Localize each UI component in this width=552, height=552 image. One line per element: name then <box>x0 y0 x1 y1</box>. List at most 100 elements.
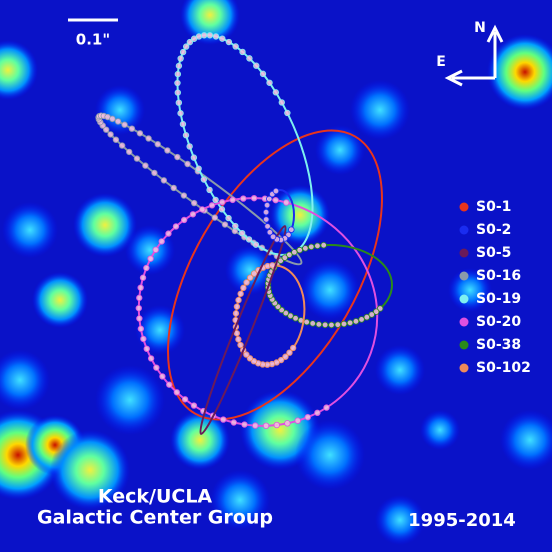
scale-label: 0.1" <box>76 31 110 49</box>
star-blob <box>0 40 38 100</box>
star-blob <box>0 350 50 410</box>
orbit-point <box>281 254 289 261</box>
orbit-point <box>262 209 270 216</box>
orbit-point <box>328 321 335 329</box>
orbit-point <box>246 355 254 362</box>
orbit-point <box>136 315 143 322</box>
orbit-point <box>314 242 321 250</box>
orbit-point <box>232 310 240 317</box>
orbit-point <box>137 284 144 291</box>
star-blob <box>487 34 552 110</box>
orbit-point <box>195 33 203 40</box>
orbit-point <box>177 110 184 117</box>
orbit-point <box>303 318 310 326</box>
orbit-point <box>363 313 371 321</box>
orbit-point <box>230 419 237 426</box>
star-blob <box>180 0 240 45</box>
orbit-point <box>266 195 273 203</box>
orbit-point <box>121 121 128 128</box>
orbit-point <box>252 422 259 429</box>
orbit-point <box>284 420 291 427</box>
orbit-point <box>182 43 190 50</box>
orbit-point <box>308 243 315 251</box>
orbit-point <box>142 162 149 169</box>
orbit-point <box>368 311 375 318</box>
orbit-point <box>272 187 280 195</box>
orbit-point <box>239 48 246 56</box>
orbit-point <box>175 99 183 106</box>
star-blob <box>375 495 425 545</box>
orbit-point <box>266 79 273 86</box>
orbit-point <box>314 409 321 417</box>
orbit-point <box>320 242 327 249</box>
orbit-point <box>233 303 241 310</box>
legend-label: S0-16 <box>476 268 521 284</box>
orbit-point <box>296 246 303 254</box>
orbit-point <box>135 304 142 312</box>
orbit-point <box>177 55 184 62</box>
orbit-point <box>199 206 206 213</box>
orbit-point <box>186 143 193 150</box>
orbit-point <box>272 89 280 96</box>
orbit-point <box>315 321 323 328</box>
star-blob <box>170 410 230 470</box>
orbit-point <box>200 32 208 39</box>
orbit-point <box>253 62 260 69</box>
orbit-point <box>147 355 155 362</box>
orbit-point <box>243 279 250 286</box>
orbit-point <box>190 154 198 161</box>
orbit-point <box>102 126 110 133</box>
orbit-point <box>219 35 226 42</box>
compass-north: N <box>474 20 486 36</box>
star-blob <box>125 225 175 275</box>
orbit-point <box>284 109 291 117</box>
orbit-point <box>151 169 158 177</box>
orbit-point <box>259 70 267 78</box>
orbit-point <box>145 135 152 142</box>
star-blob <box>295 420 365 490</box>
orbit-point <box>245 236 253 243</box>
orbit-point <box>229 196 236 204</box>
orbit-point <box>240 195 247 202</box>
legend-label: S0-19 <box>476 291 521 307</box>
orbit-point <box>180 216 188 224</box>
orbit-point <box>136 294 143 302</box>
orbit-point <box>241 421 248 428</box>
orbit-point <box>179 48 187 56</box>
star-blob <box>95 365 165 435</box>
orbit-point <box>294 417 301 424</box>
orbit-point <box>286 349 293 356</box>
orbit-point <box>243 351 250 358</box>
legend-swatch <box>459 294 469 304</box>
orbit-point <box>237 290 244 297</box>
orbits <box>95 32 393 435</box>
orbit-point <box>212 33 220 40</box>
legend-swatch <box>459 202 469 212</box>
orbit <box>199 225 287 435</box>
orbit-point <box>137 325 145 332</box>
orbit-point <box>109 115 116 123</box>
orbit-point <box>143 345 150 353</box>
orbit-point <box>139 274 147 281</box>
orbit-point <box>272 196 279 204</box>
orbit-point <box>218 198 226 206</box>
orbit-point <box>278 99 285 106</box>
orbit-point <box>262 422 270 429</box>
orbit-point <box>232 222 239 230</box>
orbit-point <box>159 373 166 380</box>
orbit-point <box>292 315 299 322</box>
orbit-point <box>180 192 188 199</box>
orbit-point <box>114 118 122 125</box>
orbit-point <box>282 353 289 360</box>
orbit-point <box>154 141 161 148</box>
orbit-point <box>112 136 120 143</box>
star-blob <box>225 245 275 295</box>
legend: S0-1 S0-2 S0-5 S0-16 S0-19 S0-20 S0-38 S0-102 <box>459 199 531 376</box>
orbit-point <box>184 160 191 168</box>
orbit-point <box>235 296 242 304</box>
orbit-point <box>118 142 126 149</box>
orbit-point <box>352 318 360 325</box>
credit-line: Keck/UCLA <box>98 486 213 508</box>
orbit-point <box>263 201 271 209</box>
